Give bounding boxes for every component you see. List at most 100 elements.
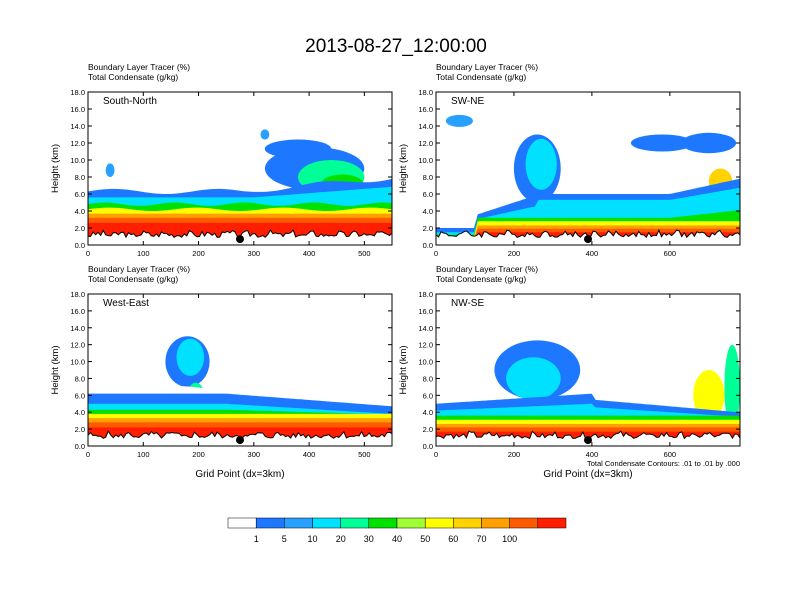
x-tick-label: 200 [508,249,521,258]
y-tick-label: 12.0 [70,139,85,148]
x-tick-label: 400 [303,450,316,459]
y-tick-label: 8.0 [75,374,85,383]
colorbar-box-9 [481,517,510,529]
tracer-cloud-1 [176,338,205,376]
tracer-cloud-1 [506,357,561,400]
y-tick-label: 4.0 [423,207,433,216]
x-axis-label: Grid Point (dx=3km) [195,469,284,480]
y-tick-label: 0.0 [423,442,433,451]
panel-frame [87,293,393,447]
colorbar-label: 20 [336,534,346,544]
x-tick-label: 0 [434,450,438,459]
y-tick-label: 14.0 [418,122,433,131]
panel-subtitle-condensate: Total Condensate (g/kg) [436,72,526,82]
tracer-cloud-1 [525,138,557,190]
colorbar-label: 100 [502,534,517,544]
panel-subtitle-condensate: Total Condensate (g/kg) [436,274,526,284]
colorbar-box-0 [227,517,257,529]
x-tick-label: 400 [586,450,599,459]
panel-frame [435,293,741,447]
panel-label: West-East [103,298,149,309]
x-tick-label: 400 [303,249,316,258]
y-tick-label: 6.0 [423,190,433,199]
x-tick-label: 100 [137,450,150,459]
colorbar-box-2 [284,517,313,529]
panel-subtitle-tracer: Boundary Layer Tracer (%) [436,264,538,274]
y-axis-label: Height (km) [50,144,61,193]
x-tick-label: 200 [192,249,205,258]
y-tick-label: 2.0 [75,425,85,434]
y-axis-label: Height (km) [398,144,409,193]
y-tick-label: 4.0 [423,408,433,417]
tracer-cloud-2 [445,114,473,127]
panel-label: NW-SE [451,298,484,309]
y-tick-label: 18.0 [418,88,433,97]
panel-plot-area [436,92,740,245]
location-marker [236,235,244,244]
x-tick-label: 500 [358,450,371,459]
panel-subtitle-tracer: Boundary Layer Tracer (%) [436,62,538,72]
x-tick-label: 0 [86,450,90,459]
colorbar-label: 40 [392,534,402,544]
y-tick-label: 16.0 [70,307,85,316]
y-tick-label: 12.0 [418,139,433,148]
colorbar-label: 5 [282,534,287,544]
colorbar-label: 50 [420,534,430,544]
x-tick-label: 600 [664,249,677,258]
location-marker [584,235,592,244]
panel-label: South-North [103,96,157,107]
location-marker [584,436,592,445]
colorbar-box-10 [509,517,539,529]
tracer-cloud-5 [264,139,332,159]
tracer-cloud-4 [681,132,737,154]
x-tick-label: 100 [137,249,150,258]
panel-subtitle-condensate: Total Condensate (g/kg) [88,72,178,82]
y-tick-label: 10.0 [70,358,85,367]
panel-plot-area [436,294,740,446]
y-tick-label: 14.0 [418,324,433,333]
y-tick-label: 0.0 [75,442,85,451]
colorbar-label: 30 [364,534,374,544]
colorbar-label: 1 [254,534,259,544]
y-tick-label: 18.0 [418,290,433,299]
colorbar-label: 10 [307,534,317,544]
x-axis-label: Grid Point (dx=3km) [543,469,632,480]
colorbar-box-7 [424,517,454,529]
y-axis-label: Height (km) [398,345,409,394]
panel-subtitle-tracer: Boundary Layer Tracer (%) [88,264,190,274]
tracer-cloud-3 [260,129,270,140]
y-tick-label: 16.0 [418,307,433,316]
panel-plot-area [88,294,392,446]
colorbar-label: 70 [476,534,486,544]
panels: Boundary Layer Tracer (%)Total Condensat… [50,62,741,480]
y-axis-label: Height (km) [50,345,61,394]
y-tick-label: 0.0 [423,241,433,250]
colorbar: 1 5 10 20 30 40 50 60 70 100 [227,517,567,544]
panel-subtitle-tracer: Boundary Layer Tracer (%) [88,62,190,72]
tracer-cloud-4 [105,163,115,177]
y-tick-label: 12.0 [418,341,433,350]
panel-2: Boundary Layer Tracer (%)Total Condensat… [50,264,393,480]
panel-frame [87,91,393,246]
y-tick-label: 18.0 [70,290,85,299]
y-tick-label: 2.0 [423,224,433,233]
y-tick-label: 16.0 [418,105,433,114]
y-tick-label: 6.0 [75,391,85,400]
panel-label: SW-NE [451,96,484,107]
x-tick-label: 300 [248,249,261,258]
tracer-cloud-2 [693,370,725,421]
colorbar-box-8 [453,517,482,529]
panel-subtitle-condensate: Total Condensate (g/kg) [88,274,178,284]
y-tick-label: 14.0 [70,324,85,333]
y-tick-label: 18.0 [70,88,85,97]
figure-title: 2013-08-27_12:00:00 [305,36,487,57]
x-tick-label: 200 [508,450,521,459]
x-tick-label: 500 [358,249,371,258]
panel-3: Boundary Layer Tracer (%)Total Condensat… [398,264,741,480]
x-tick-label: 400 [586,249,599,258]
y-tick-label: 14.0 [70,122,85,131]
x-tick-label: 0 [434,249,438,258]
tracer-cloud-3 [724,344,740,430]
y-tick-label: 12.0 [70,341,85,350]
x-tick-label: 600 [664,450,677,459]
